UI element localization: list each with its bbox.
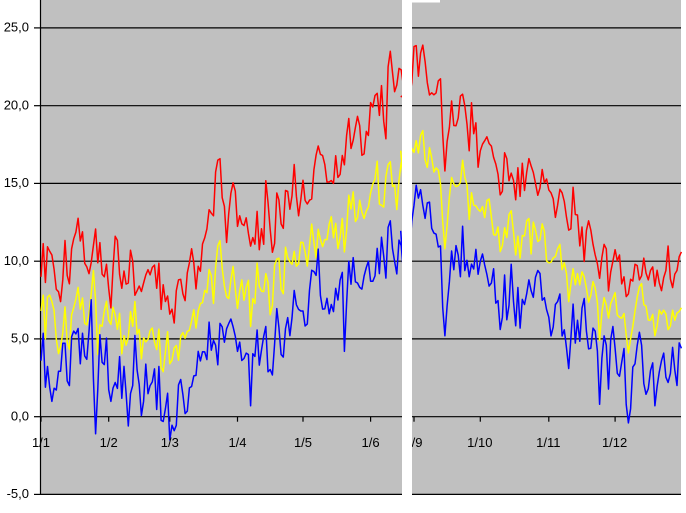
svg-text:1/6: 1/6: [362, 435, 380, 450]
svg-text:10,0: 10,0: [4, 253, 29, 268]
svg-text:1/11: 1/11: [536, 435, 560, 450]
svg-text:1/2: 1/2: [100, 435, 118, 450]
svg-text:0,0: 0,0: [11, 408, 29, 423]
svg-text:25,0: 25,0: [4, 20, 29, 35]
svg-text:1/1: 1/1: [32, 435, 50, 450]
svg-text:15,0: 15,0: [4, 175, 29, 190]
svg-text:1/12: 1/12: [602, 435, 627, 450]
svg-text:20,0: 20,0: [4, 97, 29, 112]
svg-text:-5,0: -5,0: [7, 486, 29, 501]
svg-text:5,0: 5,0: [11, 331, 29, 346]
svg-text:1/10: 1/10: [467, 435, 492, 450]
svg-text:1/4: 1/4: [228, 435, 246, 450]
svg-text:1/3: 1/3: [161, 435, 179, 450]
svg-text:1/5: 1/5: [294, 435, 312, 450]
